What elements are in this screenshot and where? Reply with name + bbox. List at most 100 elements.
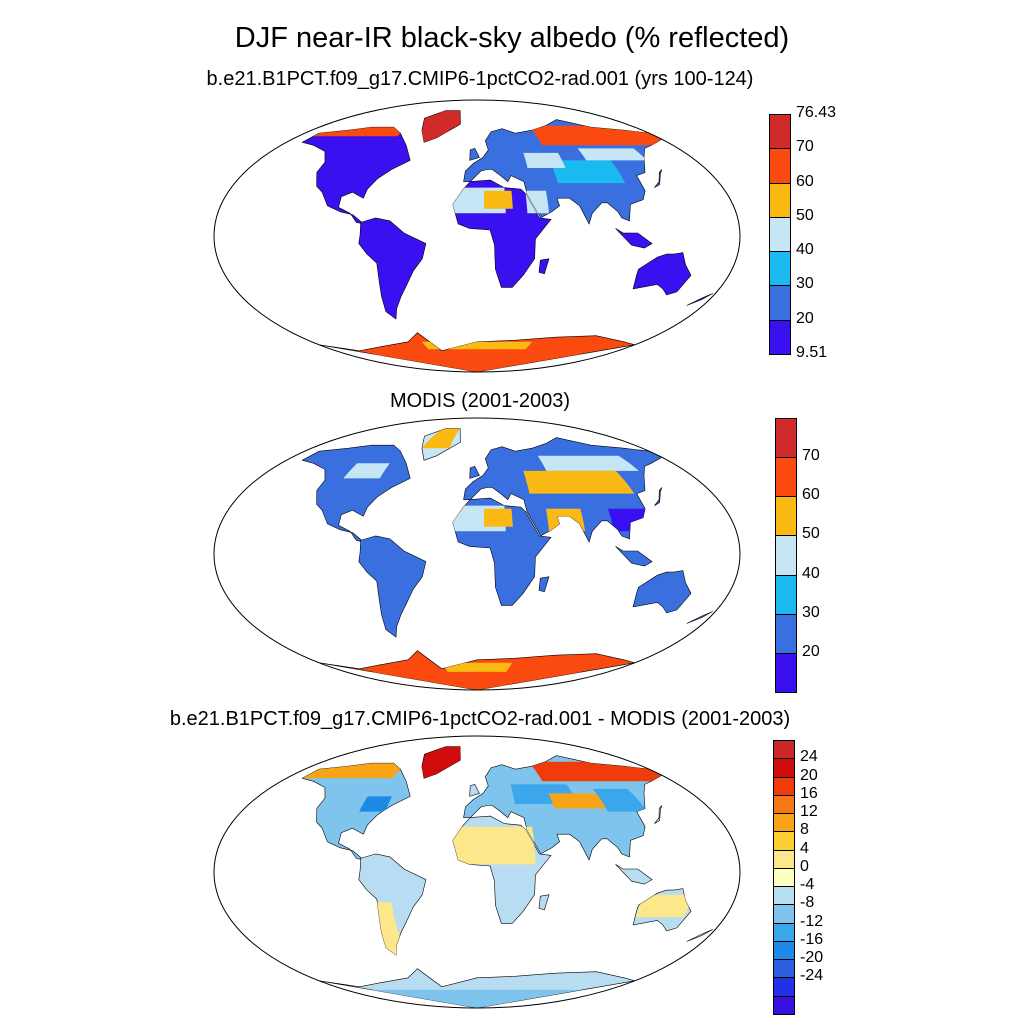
- data-patch: [537, 455, 639, 471]
- colorbar-modis: 70 60 50 40 30 20: [775, 418, 855, 693]
- colorbar-label: 16: [800, 784, 818, 802]
- data-patch: [447, 826, 536, 865]
- colorbar-swatch: [769, 114, 791, 150]
- colorbar-swatch: [773, 849, 795, 869]
- data-patch: [577, 148, 648, 161]
- colorbar-label: -24: [800, 967, 824, 985]
- colorbar-label: 12: [800, 803, 818, 821]
- data-patch: [411, 110, 461, 146]
- colorbar-swatch: [769, 216, 791, 253]
- colorbar-swatch: [775, 418, 797, 459]
- landmass-new-zealand: [686, 611, 713, 624]
- map-panel-modis: [213, 417, 741, 691]
- landmass-new-zealand: [686, 293, 713, 306]
- landmass-antarctica: [319, 332, 635, 372]
- data-patch: [483, 190, 513, 209]
- colorbar-label: 24: [800, 748, 818, 766]
- colorbar-swatch: [773, 740, 795, 760]
- map-panel-model: [213, 99, 741, 373]
- landmass-indonesia: [615, 228, 653, 249]
- landmass-uk: [469, 784, 480, 797]
- colorbar-swatch: [775, 535, 797, 576]
- data-patch: [548, 793, 607, 809]
- colorbar-swatch: [769, 285, 791, 321]
- colorbar-label: 40: [802, 564, 820, 582]
- colorbar-label: 20: [796, 309, 814, 327]
- data-patch: [528, 761, 673, 782]
- landmass-north-america: [301, 444, 411, 543]
- colorbar-swatch: [769, 182, 791, 218]
- panel-title-modis: MODIS (2001-2003): [389, 390, 571, 412]
- colorbar-swatch: [775, 652, 797, 693]
- colorbar-difference: 24 20 16 12 8 4 0 -4 -8 -12 -16 -20 -24: [773, 740, 853, 1015]
- map-boundary: [213, 735, 741, 1009]
- landmass-south-america: [358, 217, 427, 320]
- landmass-australia: [632, 252, 692, 296]
- map-boundary: [213, 417, 741, 691]
- colorbar-label: 50: [802, 525, 820, 543]
- colorbar-label: 60: [802, 486, 820, 504]
- landmass-indonesia: [615, 546, 653, 567]
- colorbar-label: -20: [800, 949, 824, 967]
- data-patch: [302, 761, 409, 779]
- landmass-uk: [469, 148, 480, 161]
- data-patch: [635, 894, 694, 918]
- data-patch: [411, 746, 466, 782]
- colorbar-label: 0: [800, 857, 809, 875]
- landmass-madagascar: [538, 576, 550, 593]
- data-patch: [359, 796, 392, 812]
- colorbar-label: 70: [796, 138, 814, 156]
- colorbar-swatch: [773, 867, 795, 888]
- data-patch: [592, 788, 648, 812]
- data-patch: [545, 508, 586, 532]
- colorbar-swatch: [775, 496, 797, 537]
- colorbar-swatch: [769, 319, 791, 355]
- data-patch: [523, 470, 635, 494]
- data-patch: [528, 125, 673, 146]
- colorbar-label: 9.51: [796, 344, 828, 361]
- colorbar-label: -16: [800, 930, 824, 948]
- colorbar-swatch: [773, 922, 795, 942]
- landmass-japan: [654, 487, 663, 506]
- colorbar-label: 20: [800, 766, 818, 784]
- landmass-japan: [654, 805, 663, 824]
- colorbar-swatch: [773, 977, 795, 997]
- landmass-australia: [632, 570, 692, 614]
- landmass-new-zealand: [686, 929, 713, 942]
- data-patch: [523, 152, 566, 168]
- data-patch: [549, 160, 626, 184]
- colorbar-swatch: [775, 574, 797, 615]
- colorbar-swatch: [769, 148, 791, 184]
- landmass-uk: [469, 466, 480, 479]
- colorbar-label: 76.43: [796, 104, 837, 121]
- data-patch: [313, 125, 409, 137]
- colorbar-label: 70: [802, 447, 820, 465]
- colorbar-swatch: [773, 831, 795, 851]
- data-patch: [525, 190, 549, 214]
- colorbar-swatch: [773, 959, 795, 979]
- landmass-japan: [654, 169, 663, 188]
- panel-title-model: b.e21.B1PCT.f09_g17.CMIP6-1pctCO2-rad.00…: [206, 68, 754, 90]
- colorbar-label: 8: [800, 821, 809, 839]
- colorbar-label: 50: [796, 206, 814, 224]
- colorbar-label: 30: [796, 275, 814, 293]
- colorbar-label: 4: [800, 839, 809, 857]
- colorbar-swatch: [773, 886, 795, 906]
- colorbar-label: 40: [796, 241, 814, 259]
- landmass-madagascar: [538, 258, 550, 275]
- colorbar-swatch: [773, 794, 795, 815]
- colorbar-label: 60: [796, 172, 814, 190]
- landmass-north-america: [301, 126, 411, 225]
- landmass-north-america: [301, 762, 411, 861]
- data-patch: [483, 508, 513, 527]
- map-boundary: [213, 99, 741, 373]
- colorbar-swatch: [773, 758, 795, 778]
- landmass-madagascar: [538, 894, 550, 911]
- colorbar-label: -4: [800, 876, 815, 894]
- landmass-antarctica: [319, 968, 635, 1008]
- colorbar-label: 30: [802, 603, 820, 621]
- data-patch: [343, 463, 390, 479]
- map-panel-difference: [213, 735, 741, 1009]
- colorbar-label: -12: [800, 912, 824, 930]
- landmass-indonesia: [615, 864, 653, 885]
